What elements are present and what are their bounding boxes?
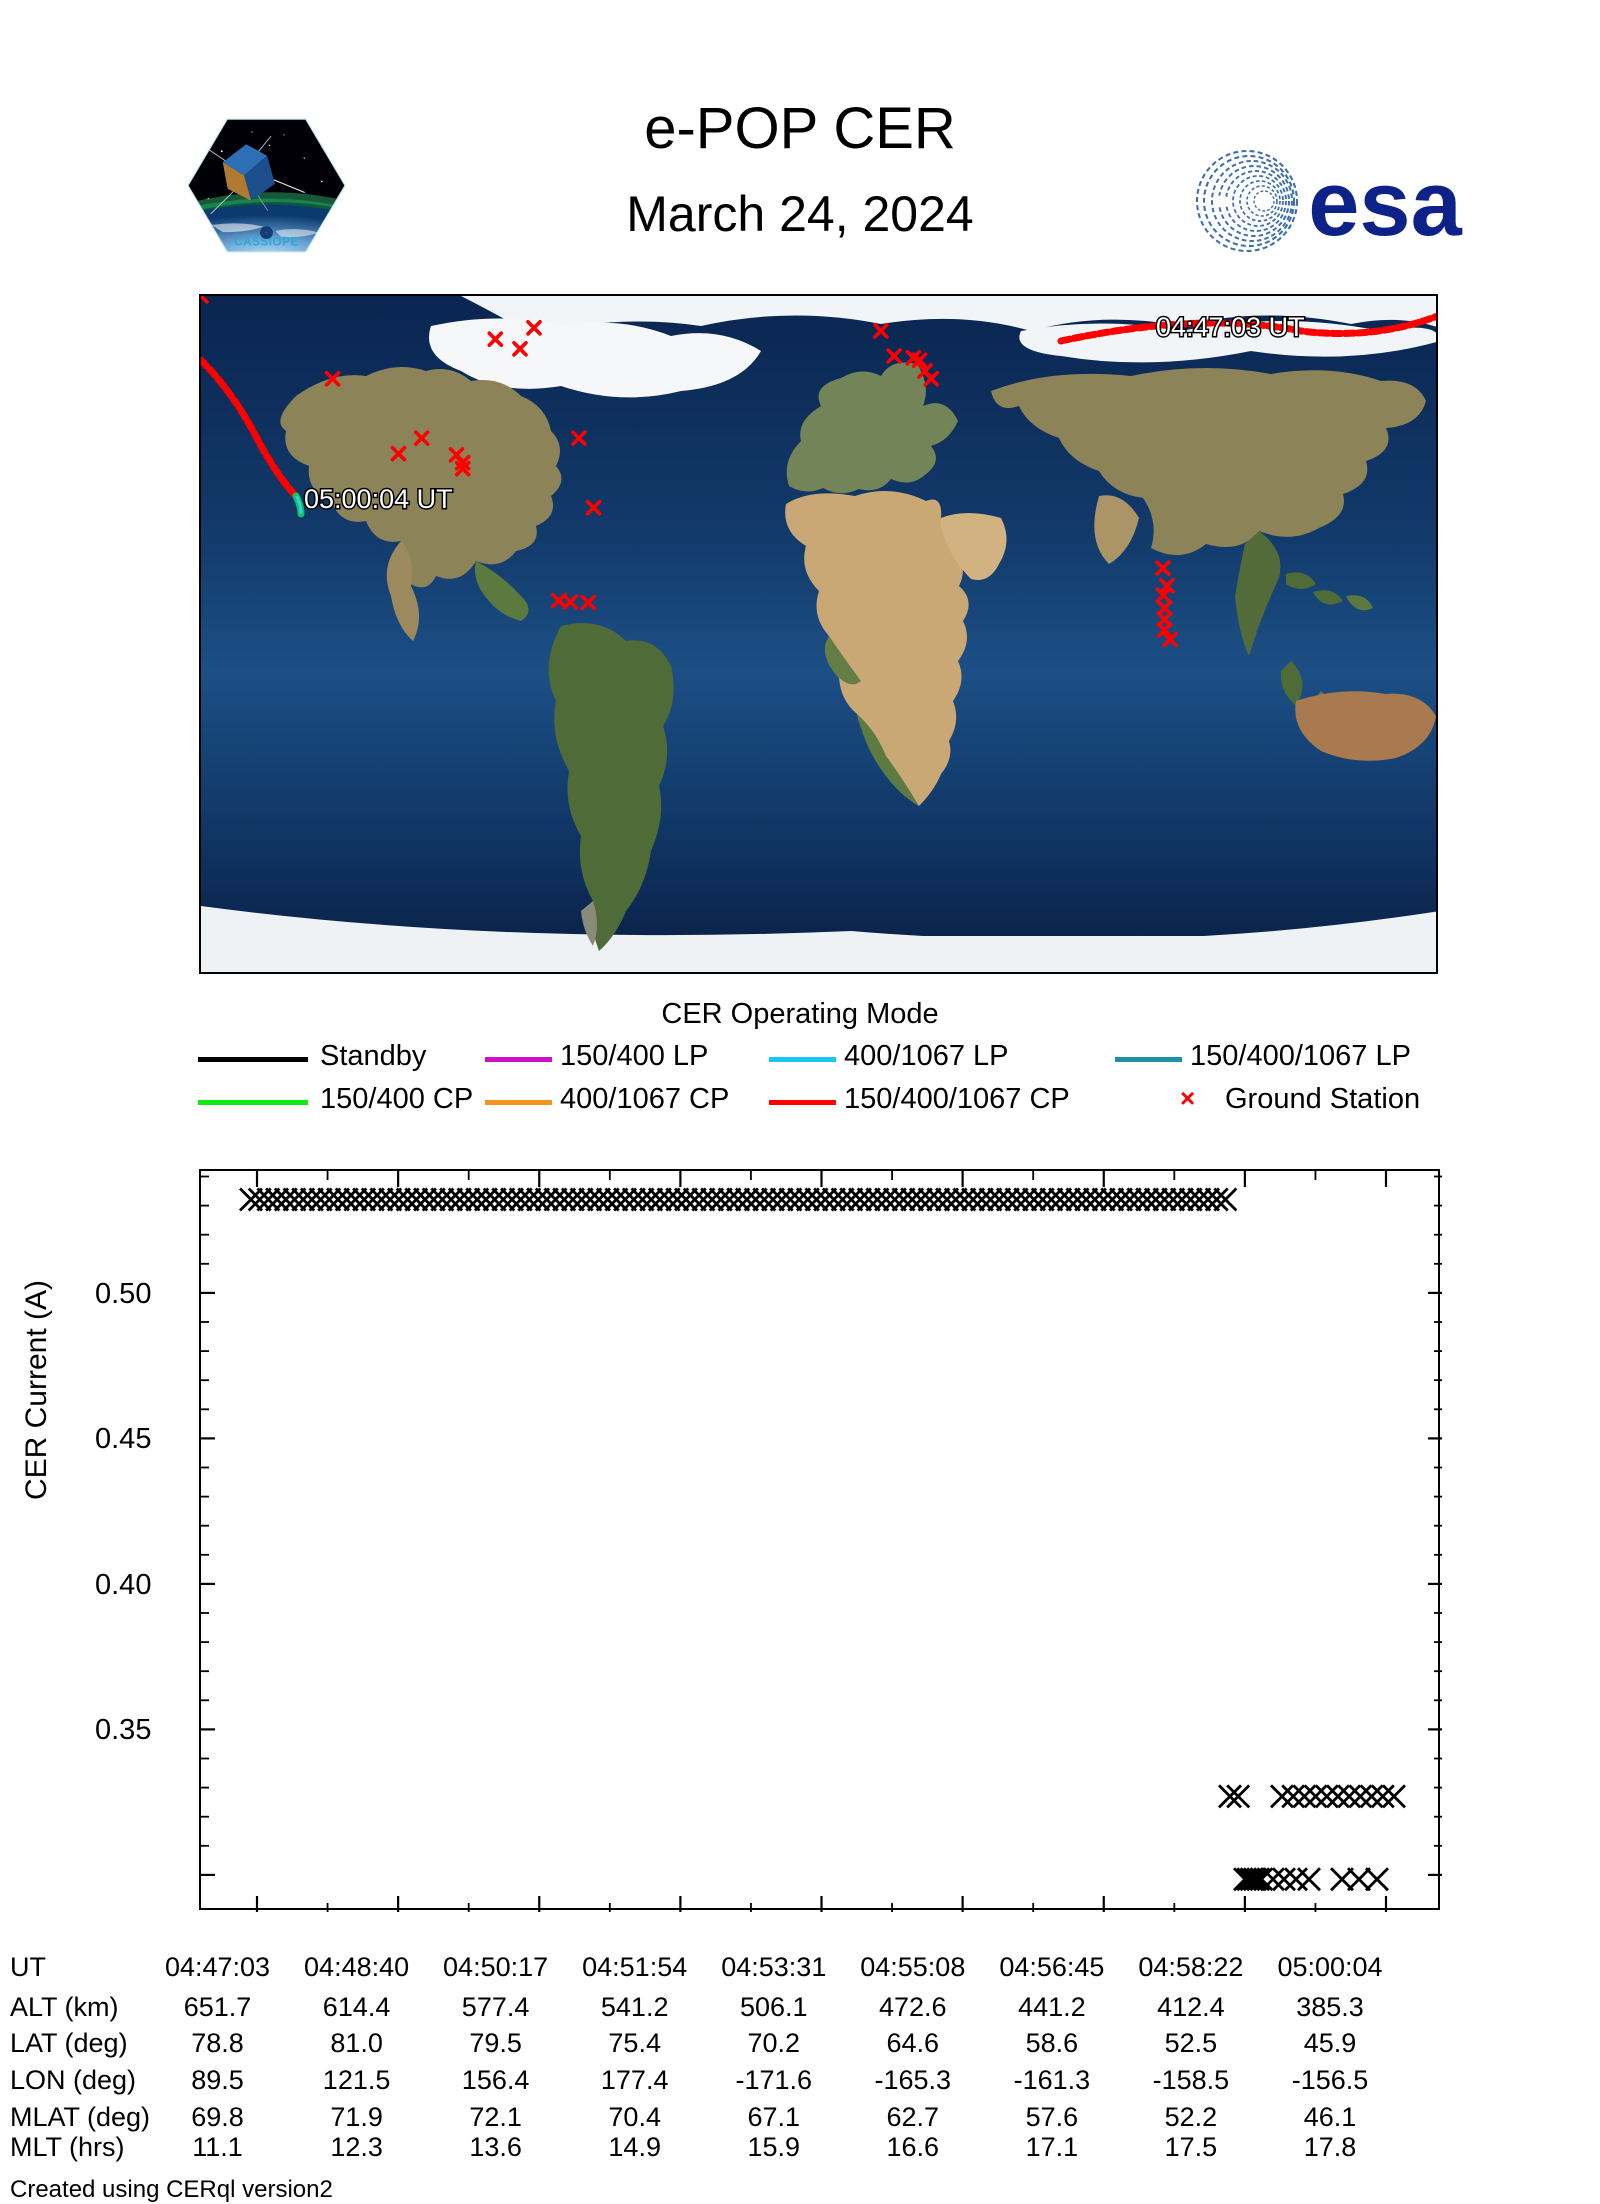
svg-text:04:47:03 UT: 04:47:03 UT (1156, 312, 1305, 342)
svg-text:05:00:04 UT: 05:00:04 UT (304, 484, 453, 514)
